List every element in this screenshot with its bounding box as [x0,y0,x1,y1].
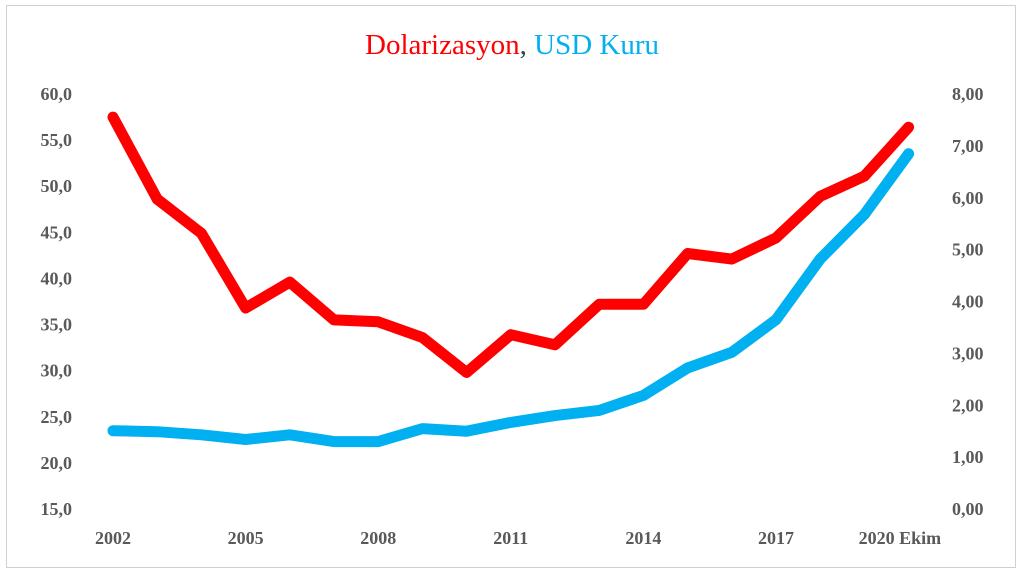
left-axis-tick-label: 25,0 [41,407,73,427]
left-axis-ticks: 15,0 20,0 25,0 30,0 35,0 40,0 45,0 50,0 55,0 60,0 [41,84,73,519]
x-axis-tick-label: 2017 [758,528,794,548]
series-line-usd-kuru [107,148,915,448]
x-axis-tick-label: 2011 [493,528,528,548]
x-axis-ticks: 2002 2005 2008 2011 2014 2017 2020 Ekim [95,528,941,548]
right-axis-tick-label: 5,00 [952,240,984,260]
left-axis-tick-label: 20,0 [41,453,73,473]
title-separator: , [519,29,527,61]
x-axis-tick-label: 2014 [625,528,661,548]
x-axis-tick-label: 2002 [95,528,131,548]
title-usd-kuru: USD Kuru [534,29,659,61]
chart-frame [6,5,1016,568]
x-axis-tick-label: 2005 [228,528,264,548]
right-axis-ticks: 0,00 1,00 2,00 3,00 4,00 5,00 6,00 7,00 8,00 [952,84,984,519]
right-axis-tick-label: 8,00 [952,84,984,104]
right-axis-tick-label: 0,00 [952,499,984,519]
left-axis-tick-label: 30,0 [41,361,73,381]
chart-title: Dolarizasyon, USD Kuru [0,27,1024,63]
right-axis-tick-label: 2,00 [952,395,984,415]
right-axis-tick-label: 1,00 [952,447,984,467]
left-axis-tick-label: 15,0 [41,499,73,519]
right-axis-tick-label: 7,00 [952,136,984,156]
title-dolarizasyon: Dolarizasyon [365,29,520,61]
x-axis-tick-label: 2008 [360,528,396,548]
right-axis-tick-label: 3,00 [952,343,984,363]
left-axis-tick-label: 40,0 [41,268,73,288]
series-line-dolarizasyon [107,111,915,378]
x-axis-tick-label: 2020 Ekim [859,528,942,548]
left-axis-tick-label: 35,0 [41,315,73,335]
right-axis-tick-label: 6,00 [952,188,984,208]
left-axis-tick-label: 50,0 [41,176,73,196]
series-lines [107,111,915,448]
left-axis-tick-label: 55,0 [41,130,73,150]
left-axis-tick-label: 60,0 [41,84,73,104]
left-axis-tick-label: 45,0 [41,222,73,242]
right-axis-tick-label: 4,00 [952,292,984,312]
